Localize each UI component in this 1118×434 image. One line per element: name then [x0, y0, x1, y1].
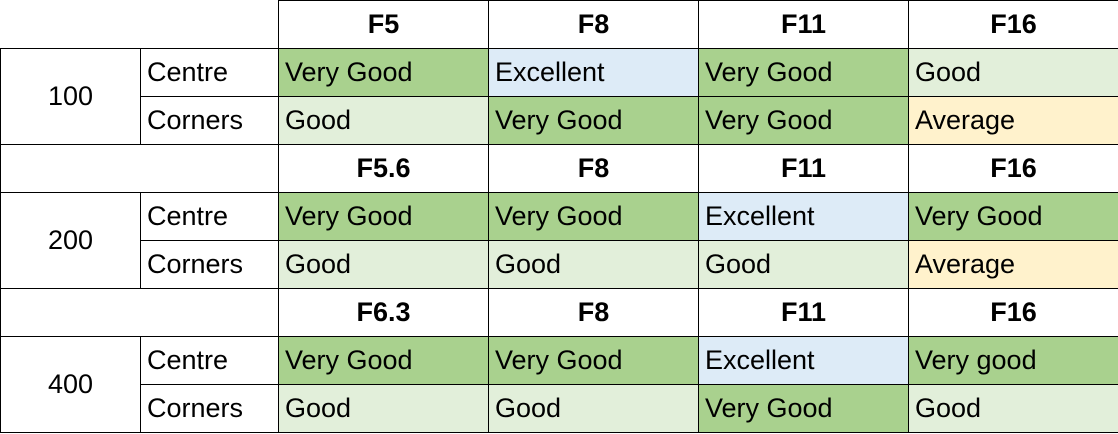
header-blank: [0, 288, 279, 337]
rating-cell: Excellent: [488, 48, 699, 97]
iso-value: 200: [0, 192, 141, 289]
aperture-header: F11: [698, 288, 909, 337]
aperture-header: F5: [278, 0, 489, 49]
row-label: Corners: [140, 96, 279, 145]
rating-cell: Very Good: [488, 192, 699, 241]
rating-cell: Good: [908, 48, 1118, 97]
aperture-header: F8: [488, 288, 699, 337]
rating-cell: Very Good: [698, 384, 909, 433]
header-blank: [0, 144, 279, 193]
rating-cell: Very Good: [698, 96, 909, 145]
rating-cell: Very Good: [488, 96, 699, 145]
rating-cell: Excellent: [698, 336, 909, 385]
rating-cell: Good: [278, 240, 489, 289]
row-label: Corners: [140, 384, 279, 433]
rating-cell: Good: [488, 240, 699, 289]
rating-cell: Average: [908, 240, 1118, 289]
rating-cell: Very Good: [488, 336, 699, 385]
rating-cell: Very Good: [698, 48, 909, 97]
rating-cell: Very Good: [278, 192, 489, 241]
aperture-header: F6.3: [278, 288, 489, 337]
rating-cell: Good: [278, 384, 489, 433]
rating-cell: Very Good: [908, 192, 1118, 241]
row-label: Centre: [140, 336, 279, 385]
aperture-header: F8: [488, 0, 699, 49]
iso-value: 400: [0, 336, 141, 433]
aperture-header: F16: [908, 144, 1118, 193]
rating-cell: Good: [698, 240, 909, 289]
row-label: Centre: [140, 48, 279, 97]
aperture-header: F11: [698, 144, 909, 193]
rating-cell: Good: [488, 384, 699, 433]
aperture-header: F16: [908, 288, 1118, 337]
rating-cell: Good: [278, 96, 489, 145]
rating-cell: Excellent: [698, 192, 909, 241]
header-blank: [0, 0, 279, 49]
rating-cell: Very Good: [278, 48, 489, 97]
rating-cell: Very Good: [278, 336, 489, 385]
aperture-header: F5.6: [278, 144, 489, 193]
aperture-header: F8: [488, 144, 699, 193]
rating-cell: Very good: [908, 336, 1118, 385]
rating-cell: Good: [908, 384, 1118, 433]
rating-cell: Average: [908, 96, 1118, 145]
row-label: Centre: [140, 192, 279, 241]
row-label: Corners: [140, 240, 279, 289]
aperture-header: F16: [908, 0, 1118, 49]
aperture-header: F11: [698, 0, 909, 49]
iso-value: 100: [0, 48, 141, 145]
